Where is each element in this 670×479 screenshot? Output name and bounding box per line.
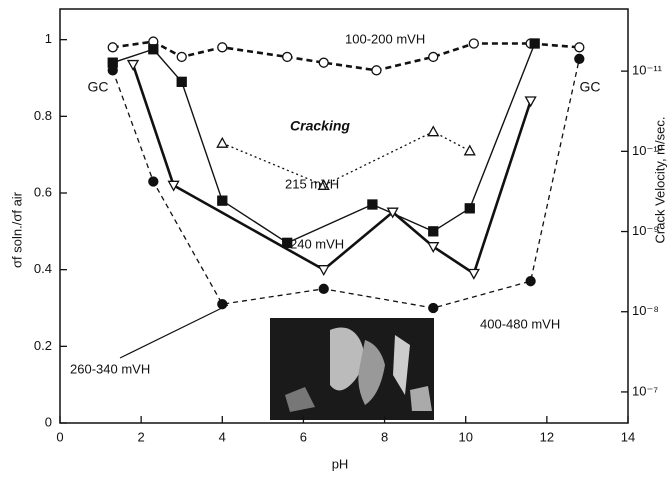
point: [317, 178, 330, 190]
point: [427, 125, 440, 137]
point: [428, 302, 439, 314]
point: [574, 53, 585, 64]
point: [367, 199, 378, 210]
series-line: [112, 58, 580, 309]
point: [464, 203, 475, 214]
y-tick-label: 0.4: [34, 261, 52, 276]
point: [107, 65, 118, 76]
y2-tick-label: 10⁻⁷: [632, 383, 658, 398]
series-label: 240 mVH: [290, 236, 344, 251]
point: [217, 42, 228, 53]
point: [386, 207, 399, 219]
point: [107, 42, 118, 53]
point: [167, 180, 180, 192]
x-tick-label: 12: [540, 429, 554, 444]
point: [371, 65, 382, 76]
point: [468, 38, 479, 49]
point: [217, 299, 228, 310]
point: [524, 96, 537, 108]
point: [317, 265, 330, 277]
point: [282, 237, 293, 248]
y-tick-label: 1: [45, 31, 52, 46]
point: [126, 59, 140, 71]
point: [282, 51, 293, 63]
point: [574, 42, 585, 53]
plot-frame: [59, 8, 629, 424]
x-tick-label: 14: [621, 429, 635, 444]
y2-tick-label: 10⁻⁹: [632, 223, 659, 238]
point: [216, 136, 229, 148]
point: [318, 283, 329, 294]
point: [148, 44, 159, 55]
y2-tick-label: 10⁻¹⁰: [632, 143, 663, 158]
y-tick-label: 0: [45, 414, 52, 429]
point: [176, 51, 187, 63]
annotation: Cracking: [290, 118, 350, 134]
y-tick-label: 0.8: [34, 108, 52, 123]
series-label: 260-340 mVH: [70, 361, 150, 376]
series-label: 400-480 mVH: [480, 316, 560, 331]
x-tick-label: 4: [219, 429, 226, 444]
point: [148, 176, 159, 187]
x-axis-title: pH: [332, 456, 349, 471]
x-tick-label: 2: [138, 429, 145, 444]
point: [428, 226, 439, 237]
annotation: GC: [88, 79, 109, 95]
point: [428, 51, 439, 63]
y2-tick-label: 10⁻⁸: [632, 303, 659, 318]
y2-tick-label: 10⁻¹¹: [632, 63, 663, 78]
series-line: [112, 40, 580, 72]
point: [529, 38, 540, 49]
point: [176, 76, 187, 87]
y2-axis-title: Crack Velocity, m/sec.: [652, 117, 667, 244]
series-line: [222, 131, 471, 186]
label-pointer: [119, 304, 229, 359]
point: [318, 57, 329, 68]
x-tick-label: 6: [300, 429, 307, 444]
point: [463, 144, 476, 156]
point: [427, 242, 440, 254]
x-tick-label: 10: [458, 429, 472, 444]
point: [525, 276, 536, 287]
y-tick-label: 0.6: [34, 184, 52, 199]
point: [217, 195, 228, 206]
x-tick-label: 8: [381, 429, 388, 444]
x-tick-label: 0: [56, 429, 63, 444]
series-label: 100-200 mVH: [345, 31, 425, 46]
annotation: GC: [580, 79, 601, 95]
series-label: 215 mVH: [285, 176, 339, 191]
inset-photo: [270, 318, 434, 420]
point: [467, 268, 480, 280]
y-tick-label: 0.2: [34, 338, 52, 353]
y-axis-title: σf soln./σf air: [9, 191, 24, 268]
